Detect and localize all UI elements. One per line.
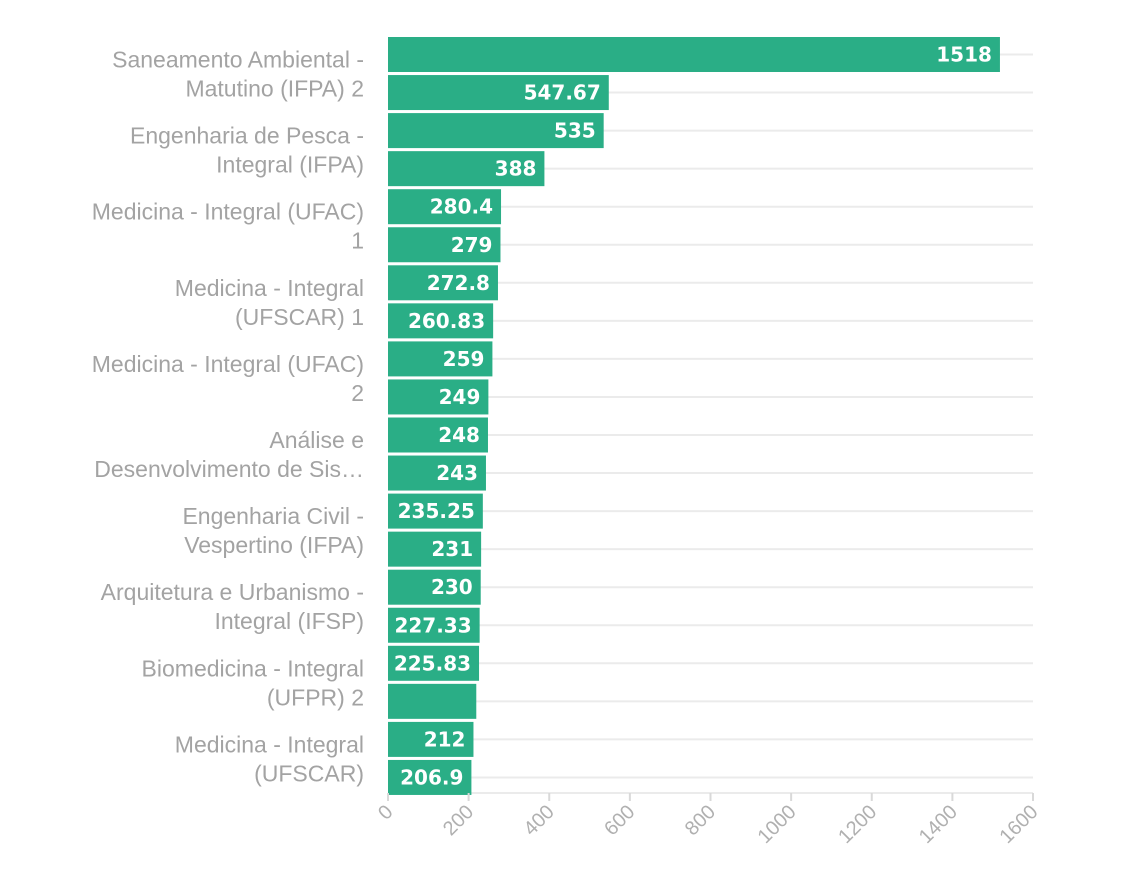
x-tick-label: 1600: [996, 801, 1043, 848]
bar-value-label: 243: [436, 461, 478, 485]
bar-value-label: 259: [443, 347, 485, 371]
bar: [388, 455, 486, 491]
category-label: Medicina - Integral (UFSCAR) 1: [175, 275, 364, 330]
bar: [388, 113, 604, 149]
bar-value-label: 388: [495, 157, 537, 181]
bar: [388, 227, 501, 263]
category-label: Engenharia de Pesca -Integral (IFPA): [130, 123, 364, 178]
bar: [388, 417, 488, 453]
bar: [388, 607, 480, 643]
bar: [388, 151, 545, 187]
category-label: Medicina - Integral (UFAC) 1: [92, 199, 364, 254]
x-tick-label: 400: [520, 801, 559, 840]
x-tick-label: 0: [374, 801, 397, 824]
x-axis: 0 200 400 600 800 1000 1200 1400 1600: [374, 793, 1043, 848]
bar: [388, 759, 472, 795]
bar-value-label: 260.83: [408, 309, 485, 333]
category-label: Medicina - Integral (UFSCAR): [175, 731, 364, 786]
bar-value-label: 249: [439, 385, 481, 409]
bar-value-label: 535: [554, 119, 596, 143]
bar: [388, 493, 483, 529]
category-label: Medicina - Integral (UFAC) 2: [92, 351, 364, 406]
bar-value-label: 248: [438, 423, 480, 447]
x-tick-label: 1400: [915, 801, 962, 848]
bar: [388, 683, 477, 719]
bar-value-label: 231: [431, 537, 473, 561]
bar-value-label: 279: [451, 233, 493, 257]
category-label: Engenharia Civil -Vespertino (IFPA): [182, 503, 364, 558]
bar: [388, 569, 481, 605]
bar: [388, 265, 498, 301]
bar: [388, 531, 482, 567]
category-label: Análise e Desenvolvimento de Sis…: [94, 427, 364, 482]
bar-value-label: 225.83: [394, 651, 471, 675]
bar: [388, 645, 480, 681]
category-label: Biomedicina - Integral (UFPR) 2: [142, 655, 364, 710]
bar-value-label: 280.4: [430, 195, 493, 219]
bar-value-label: 227.33: [394, 613, 471, 637]
category-label: Saneamento Ambiental -Matutino (IFPA) 2: [112, 47, 364, 102]
bar: [388, 37, 1000, 72]
category-label: Arquitetura e Urbanismo -Integral (IFSP): [101, 579, 364, 634]
x-tick-label: 800: [681, 801, 720, 840]
bar-value-label: 1518: [936, 43, 992, 67]
bar-value-label: 206.9: [400, 765, 463, 789]
x-tick-label: 1000: [754, 801, 801, 848]
x-tick-label: 1200: [834, 801, 881, 848]
bar: [388, 379, 489, 415]
bar-value-label: 235.25: [398, 499, 475, 523]
bar-value-label: 272.8: [427, 271, 490, 295]
bar-value-label: 547.67: [524, 81, 601, 105]
bar: [388, 721, 474, 757]
bar-value-label: 230: [431, 575, 473, 599]
bar: [388, 341, 493, 377]
x-tick-label: 600: [600, 801, 639, 840]
category-label-layer: Saneamento Ambiental -Matutino (IFPA) 2 E…: [92, 47, 364, 787]
bar: [388, 189, 502, 225]
bar-layer: [388, 37, 1000, 795]
bar: [388, 75, 609, 111]
bar: [388, 303, 494, 339]
bar-value-label: 212: [424, 727, 466, 751]
x-tick-label: 200: [439, 801, 478, 840]
